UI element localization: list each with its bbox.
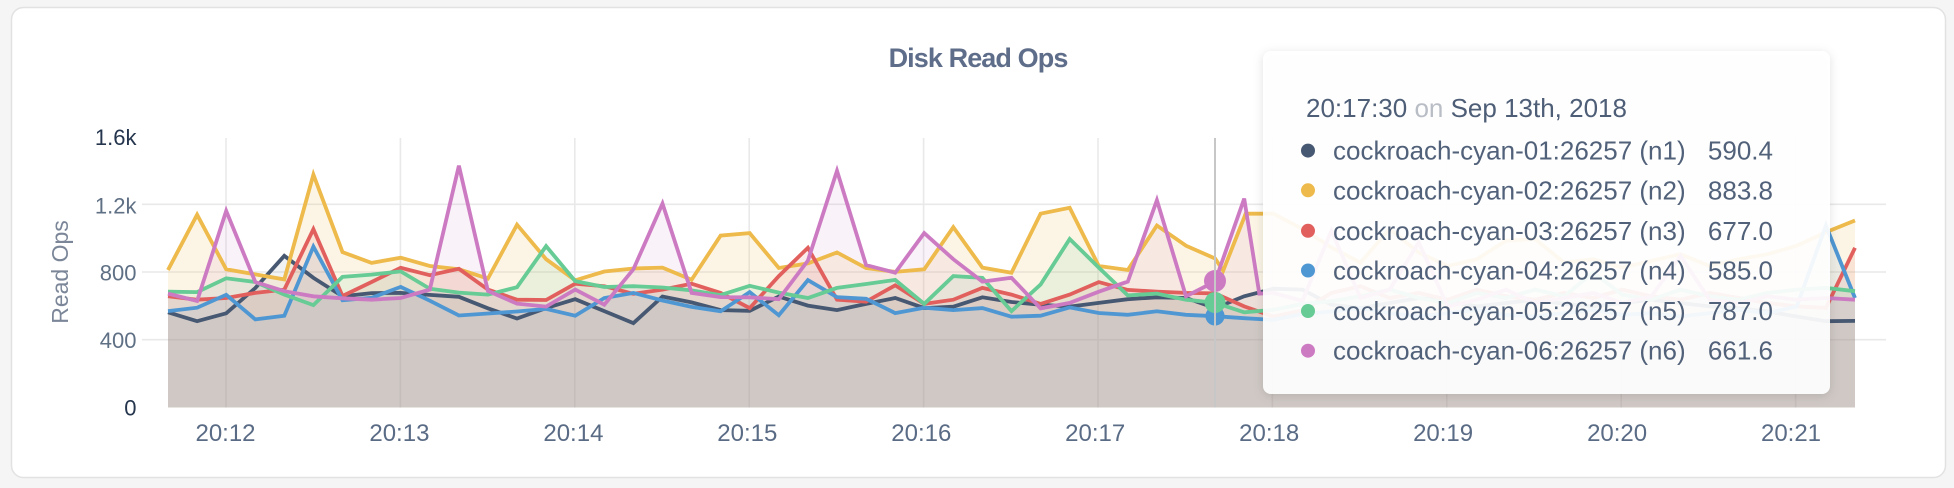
svg-text:800: 800	[100, 261, 137, 286]
svg-text:661.6: 661.6	[1708, 336, 1773, 366]
svg-text:883.8: 883.8	[1708, 175, 1773, 205]
svg-text:cockroach-cyan-06:26257 (n6): cockroach-cyan-06:26257 (n6)	[1333, 336, 1686, 366]
svg-text:20:18: 20:18	[1239, 420, 1299, 447]
svg-text:1.6k: 1.6k	[95, 125, 138, 150]
svg-text:20:14: 20:14	[543, 420, 603, 447]
svg-text:Read Ops: Read Ops	[47, 220, 73, 324]
svg-text:677.0: 677.0	[1708, 216, 1773, 246]
svg-text:20:19: 20:19	[1413, 420, 1473, 447]
svg-text:787.0: 787.0	[1708, 296, 1773, 326]
svg-text:20:17:30 on Sep 13th, 2018: 20:17:30 on Sep 13th, 2018	[1306, 93, 1627, 123]
svg-text:20:21: 20:21	[1761, 420, 1821, 447]
svg-text:1.2k: 1.2k	[95, 193, 138, 218]
svg-text:20:15: 20:15	[717, 420, 777, 447]
svg-text:cockroach-cyan-03:26257 (n3): cockroach-cyan-03:26257 (n3)	[1333, 216, 1686, 246]
svg-text:20:20: 20:20	[1587, 420, 1647, 447]
svg-text:cockroach-cyan-02:26257 (n2): cockroach-cyan-02:26257 (n2)	[1333, 175, 1686, 205]
svg-text:20:16: 20:16	[891, 420, 951, 447]
svg-text:cockroach-cyan-04:26257 (n4): cockroach-cyan-04:26257 (n4)	[1333, 256, 1686, 286]
svg-text:20:17: 20:17	[1065, 420, 1125, 447]
svg-text:Disk Read Ops: Disk Read Ops	[889, 43, 1068, 73]
svg-text:0: 0	[124, 396, 136, 421]
svg-text:cockroach-cyan-01:26257 (n1): cockroach-cyan-01:26257 (n1)	[1333, 136, 1686, 166]
svg-text:590.4: 590.4	[1708, 136, 1773, 166]
svg-text:585.0: 585.0	[1708, 256, 1773, 286]
svg-text:20:12: 20:12	[195, 420, 255, 447]
svg-text:400: 400	[100, 328, 137, 353]
svg-text:20:13: 20:13	[369, 420, 429, 447]
svg-text:cockroach-cyan-05:26257 (n5): cockroach-cyan-05:26257 (n5)	[1333, 296, 1686, 326]
